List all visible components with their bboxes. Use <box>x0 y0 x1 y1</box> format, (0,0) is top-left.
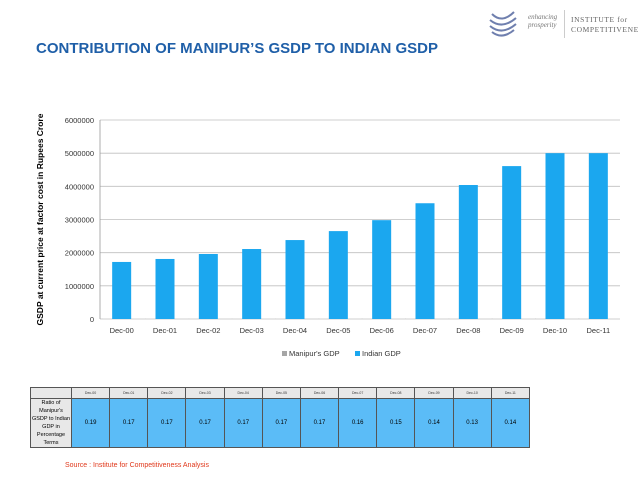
x-tick-label: Dec-00 <box>110 326 134 335</box>
legend-label: Indian GDP <box>362 349 401 358</box>
x-tick-label: Dec-11 <box>587 326 611 335</box>
table-corner <box>30 387 72 399</box>
table-header-cell: Dec-00 <box>70 387 111 399</box>
indian-gdp-bar <box>112 261 132 319</box>
bar-chart: 0 1000000 2000000 3000000 4000000 5000000 6000… <box>35 113 620 358</box>
indian-gdp-bar <box>588 153 608 319</box>
table-header-cell: Dec-05 <box>261 387 301 399</box>
row-label: Ratio of Manipur's GSDP to Indian GDP in… <box>30 398 72 448</box>
x-tick-label: Dec-04 <box>283 326 307 335</box>
x-tick-label: Dec-06 <box>370 326 394 335</box>
x-tick-label: Dec-03 <box>240 326 264 335</box>
leaf-logo-icon <box>489 11 517 37</box>
table-value-cell: 0.17 <box>109 398 149 448</box>
x-tick-label: Dec-01 <box>153 326 177 335</box>
source-note: Source : Institute for Competitiveness A… <box>65 462 209 469</box>
table-value-cell: 0.13 <box>452 398 492 448</box>
indian-gdp-bar <box>155 258 175 319</box>
y-tick-label: 4000000 <box>65 182 94 191</box>
legend-swatch <box>355 351 360 356</box>
table-header-cell: Dec-08 <box>376 387 416 399</box>
table-value-cell: 0.14 <box>490 398 531 448</box>
table-value-cell: 0.17 <box>147 398 187 448</box>
indian-gdp-bar <box>372 220 392 319</box>
x-tick-label: Dec-09 <box>500 326 524 335</box>
y-axis-label: GSDP at current price at factor cost in … <box>35 113 45 325</box>
table-value-cell: 0.19 <box>70 398 111 448</box>
indian-gdp-bar <box>502 166 522 319</box>
table-header-cell: Dec-01 <box>109 387 149 399</box>
table-header-cell: Dec-04 <box>223 387 263 399</box>
table-header-cell: Dec-11 <box>490 387 531 399</box>
x-tick-label: Dec-08 <box>456 326 480 335</box>
table-header-cell: Dec-10 <box>452 387 492 399</box>
legend-label: Manipur's GDP <box>289 349 340 358</box>
y-tick-label: 6000000 <box>65 116 94 125</box>
indian-gdp-bar <box>545 153 565 319</box>
indian-gdp-bar <box>328 231 348 319</box>
table-value-cell: 0.15 <box>376 398 416 448</box>
logo-tagline: enhancing prosperity <box>528 13 558 29</box>
y-tick-label: 5000000 <box>65 149 94 158</box>
table-value-cell: 0.17 <box>299 398 340 448</box>
x-tick-label: Dec-07 <box>413 326 437 335</box>
table-header-cell: Dec-09 <box>414 387 454 399</box>
indian-gdp-bar <box>285 240 305 319</box>
table-value-cell: 0.16 <box>338 398 378 448</box>
x-tick-label: Dec-05 <box>326 326 350 335</box>
table-header-cell: Dec-07 <box>338 387 378 399</box>
table-header-cell: Dec-02 <box>147 387 187 399</box>
logo: enhancing prosperity INSTITUTE for COMPETI… <box>484 6 638 42</box>
table-value-cell: 0.17 <box>261 398 301 448</box>
y-tick-label: 2000000 <box>65 249 94 258</box>
table-header-cell: Dec-03 <box>185 387 225 399</box>
legend-swatch <box>282 351 287 356</box>
table-value-cell: 0.14 <box>414 398 454 448</box>
indian-gdp-bar <box>198 253 218 319</box>
logo-name: INSTITUTE forCOMPETITIVENESS <box>571 15 638 34</box>
indian-gdp-bar <box>415 203 435 319</box>
indian-gdp-bar <box>458 185 478 319</box>
table-header-cell: Dec-06 <box>299 387 340 399</box>
page-title: CONTRIBUTION OF MANIPUR’S GSDP TO INDIAN… <box>36 40 438 57</box>
y-tick-label: 3000000 <box>65 216 94 225</box>
ratio-table: Dec-00 Dec-01 Dec-02 Dec-03 Dec-04 Dec-05 Dec-… <box>30 387 531 448</box>
y-tick-label: 0 <box>90 315 94 324</box>
x-tick-label: Dec-02 <box>196 326 220 335</box>
y-tick-label: 1000000 <box>65 282 94 291</box>
table-value-cell: 0.17 <box>223 398 263 448</box>
indian-gdp-bar <box>242 249 262 319</box>
x-tick-label: Dec-10 <box>543 326 567 335</box>
table-value-cell: 0.17 <box>185 398 225 448</box>
